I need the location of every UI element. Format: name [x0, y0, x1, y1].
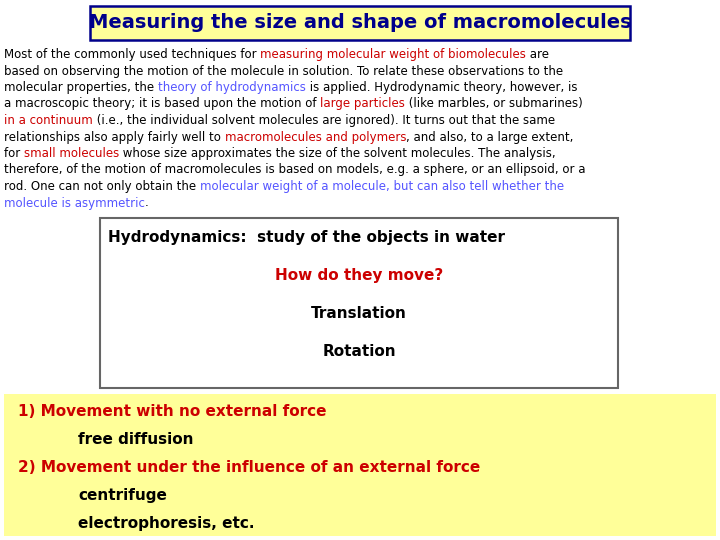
Text: centrifuge: centrifuge	[78, 488, 167, 503]
Text: (i.e., the individual solvent molecules are ignored). It turns out that the same: (i.e., the individual solvent molecules …	[93, 114, 555, 127]
Text: (like marbles, or submarines): (like marbles, or submarines)	[405, 98, 583, 111]
Text: Rotation: Rotation	[322, 344, 396, 359]
Text: relationships also apply fairly well to: relationships also apply fairly well to	[4, 131, 225, 144]
Text: measuring molecular weight of biomolecules: measuring molecular weight of biomolecul…	[261, 48, 526, 61]
Text: therefore, of the motion of macromolecules is based on models, e.g. a sphere, or: therefore, of the motion of macromolecul…	[4, 164, 585, 177]
Text: free diffusion: free diffusion	[78, 432, 194, 447]
Text: large particles: large particles	[320, 98, 405, 111]
Text: Most of the commonly used techniques for: Most of the commonly used techniques for	[4, 48, 261, 61]
Text: .: .	[145, 197, 148, 210]
Text: for: for	[4, 147, 24, 160]
Text: Hydrodynamics:  study of the objects in water: Hydrodynamics: study of the objects in w…	[108, 230, 505, 245]
Text: 1) Movement with no external force: 1) Movement with no external force	[18, 404, 326, 419]
Text: based on observing the motion of the molecule in solution. To relate these obser: based on observing the motion of the mol…	[4, 64, 563, 78]
Text: in a continuum: in a continuum	[4, 114, 93, 127]
Text: molecular properties, the: molecular properties, the	[4, 81, 158, 94]
Text: small molecules: small molecules	[24, 147, 120, 160]
Text: Measuring the size and shape of macromolecules: Measuring the size and shape of macromol…	[89, 14, 631, 32]
Text: a macroscopic theory; it is based upon the motion of: a macroscopic theory; it is based upon t…	[4, 98, 320, 111]
FancyBboxPatch shape	[90, 6, 630, 40]
Text: How do they move?: How do they move?	[275, 268, 443, 283]
Text: electrophoresis, etc.: electrophoresis, etc.	[78, 516, 254, 531]
Text: is applied. Hydrodynamic theory, however, is: is applied. Hydrodynamic theory, however…	[306, 81, 577, 94]
FancyBboxPatch shape	[4, 394, 716, 536]
Text: theory of hydrodynamics: theory of hydrodynamics	[158, 81, 306, 94]
Text: , and also, to a large extent,: , and also, to a large extent,	[406, 131, 574, 144]
Text: whose size approximates the size of the solvent molecules. The analysis,: whose size approximates the size of the …	[120, 147, 556, 160]
Text: Translation: Translation	[311, 306, 407, 321]
Text: molecule is asymmetric: molecule is asymmetric	[4, 197, 145, 210]
Text: macromolecules and polymers: macromolecules and polymers	[225, 131, 406, 144]
Text: molecular weight of a molecule, but can also tell whether the: molecular weight of a molecule, but can …	[200, 180, 564, 193]
FancyBboxPatch shape	[100, 218, 618, 388]
Text: 2) Movement under the influence of an external force: 2) Movement under the influence of an ex…	[18, 460, 480, 475]
Text: are: are	[526, 48, 549, 61]
Text: rod. One can not only obtain the: rod. One can not only obtain the	[4, 180, 200, 193]
